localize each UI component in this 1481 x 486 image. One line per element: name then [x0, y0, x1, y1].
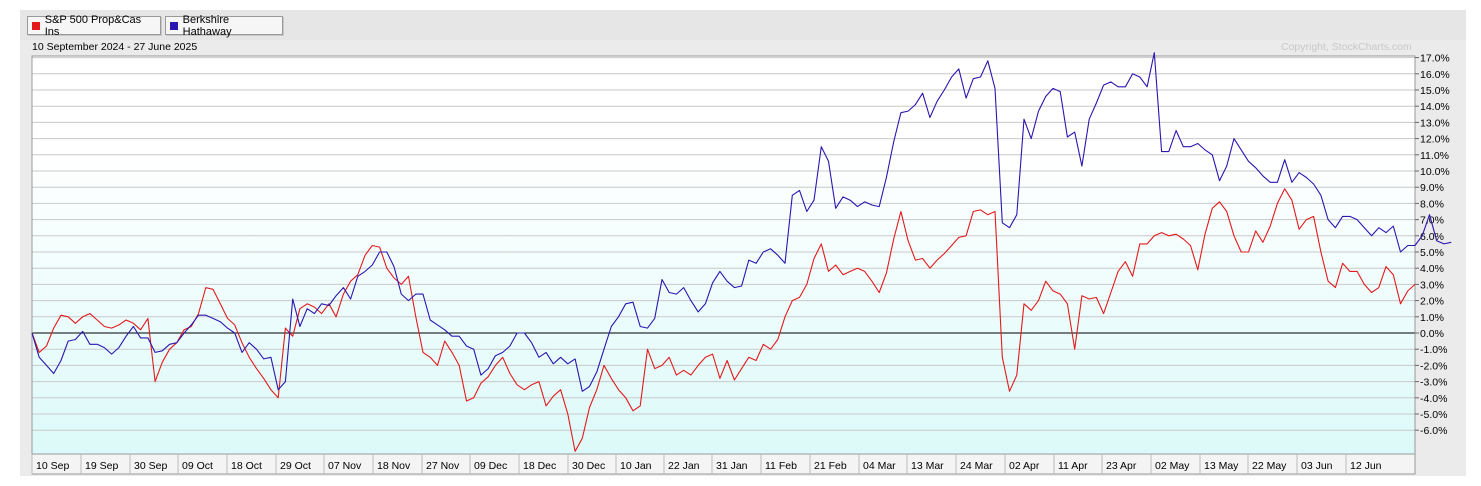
- x-tick-label: 13 May: [1204, 460, 1239, 472]
- x-tick-label: 22 May: [1252, 460, 1287, 472]
- x-tick-label: 11 Apr: [1058, 460, 1088, 472]
- x-tick-label: 19 Sep: [85, 460, 118, 472]
- y-tick-label: -6.0%: [1420, 425, 1447, 437]
- x-tick-label: 23 Apr: [1106, 460, 1137, 472]
- y-tick-label: 1.0%: [1420, 312, 1444, 324]
- y-tick-label: -1.0%: [1420, 344, 1447, 356]
- x-tick-label: 21 Feb: [814, 460, 847, 472]
- y-axis: 17.0% 16.0% 15.0% 14.0% 13.0% 12.0% 11.0% 10.0%…: [1415, 53, 1450, 437]
- legend-item-prop-cas[interactable]: S&P 500 Prop&Cas Ins: [27, 13, 161, 38]
- y-tick-label: 5.0%: [1420, 247, 1444, 259]
- legend-bar: S&P 500 Prop&Cas Ins Berkshire Hathaway: [20, 10, 1466, 40]
- x-tick-label: 30 Dec: [572, 460, 605, 472]
- x-tick-label: 24 Mar: [960, 460, 993, 472]
- x-tick-label: 10 Jan: [620, 460, 652, 472]
- y-tick-label: 16.0%: [1420, 69, 1450, 81]
- x-tick-label: 27 Nov: [426, 460, 460, 472]
- legend-item-berkshire[interactable]: Berkshire Hathaway: [165, 13, 283, 38]
- y-tick-label: -3.0%: [1420, 377, 1447, 389]
- x-tick-label: 03 Jun: [1301, 460, 1333, 472]
- y-tick-label: 17.0%: [1420, 53, 1450, 65]
- x-tick-label: 09 Oct: [182, 460, 213, 472]
- x-tick-label: 11 Feb: [765, 460, 797, 472]
- y-tick-label: 10.0%: [1420, 166, 1450, 178]
- x-tick-label: 13 Mar: [911, 460, 944, 472]
- legend-swatch-berkshire: [170, 21, 178, 30]
- x-tick-label: 29 Oct: [280, 460, 311, 472]
- y-tick-label: 9.0%: [1420, 182, 1444, 194]
- y-tick-label: 13.0%: [1420, 117, 1450, 129]
- x-tick-label: 02 May: [1155, 460, 1190, 472]
- series-lines: [31, 52, 1452, 452]
- y-tick-label: 4.0%: [1420, 263, 1444, 275]
- x-tick-label: 18 Dec: [523, 460, 556, 472]
- y-tick-label: -5.0%: [1420, 409, 1447, 421]
- x-tick-label: 07 Nov: [328, 460, 362, 472]
- legend-swatch-prop-cas: [32, 21, 40, 30]
- copyright-label: Copyright, StockCharts.com: [1281, 41, 1412, 53]
- x-tick-label: 04 Mar: [863, 460, 896, 472]
- x-tick-label: 18 Oct: [231, 460, 262, 472]
- x-tick-label: 12 Jun: [1350, 460, 1382, 472]
- y-tick-label: 3.0%: [1420, 279, 1444, 291]
- x-tick-label: 30 Sep: [134, 460, 167, 472]
- gridlines: [32, 57, 1415, 431]
- x-tick-label: 31 Jan: [716, 460, 748, 472]
- y-tick-label: 2.0%: [1420, 296, 1444, 308]
- y-tick-label: 15.0%: [1420, 85, 1450, 97]
- x-tick-label: 02 Apr: [1009, 460, 1040, 472]
- y-tick-label: 8.0%: [1420, 198, 1444, 210]
- legend-label-prop-cas: S&P 500 Prop&Cas Ins: [44, 13, 142, 38]
- x-axis: 10 Sep 19 Sep 30 Sep 09 Oct 18 Oct 29 Oct 07 N…: [31, 454, 1382, 474]
- y-tick-label: -4.0%: [1420, 393, 1447, 405]
- y-tick-label: 11.0%: [1420, 150, 1449, 162]
- y-tick-label: -2.0%: [1420, 360, 1447, 372]
- y-tick-label: 14.0%: [1420, 101, 1450, 113]
- y-tick-label: 12.0%: [1420, 134, 1450, 146]
- plot-area: [32, 56, 1415, 454]
- series-line-prop-cas: [31, 188, 1416, 452]
- y-tick-label: 6.0%: [1420, 231, 1444, 243]
- x-tick-label: 09 Dec: [474, 460, 507, 472]
- x-tick-label: 18 Nov: [377, 460, 411, 472]
- date-range-label: 10 September 2024 - 27 June 2025: [32, 41, 198, 53]
- x-tick-label: 22 Jan: [668, 460, 700, 472]
- series-line-berkshire: [31, 52, 1452, 392]
- legend-label-berkshire: Berkshire Hathaway: [182, 13, 232, 38]
- x-tick-label: 10 Sep: [36, 460, 69, 472]
- y-tick-label: 0.0%: [1420, 328, 1444, 340]
